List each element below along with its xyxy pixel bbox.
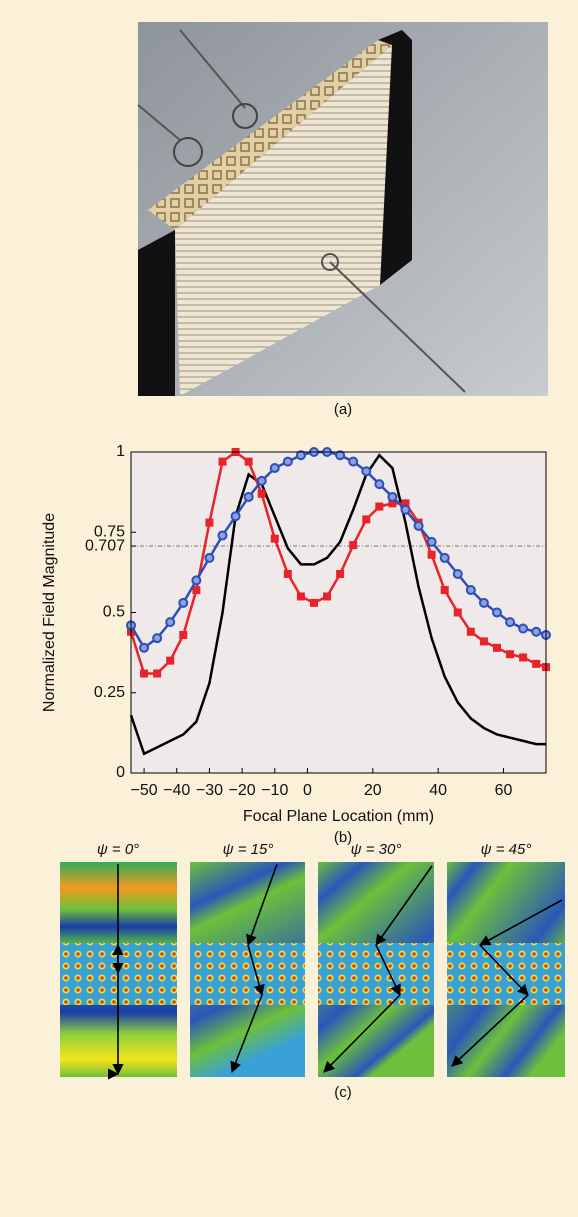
x-axis-label: Focal Plane Location (mm): [243, 808, 434, 825]
panel-label: (c): [334, 1084, 352, 1101]
y-tick-label: 0.5: [103, 604, 125, 621]
marker: [505, 617, 516, 628]
y-axis-label: Normalized Field Magnitude: [41, 513, 58, 712]
marker: [440, 586, 449, 595]
x-tick-label: −30: [196, 782, 223, 799]
marker: [491, 607, 502, 618]
series-line: [129, 453, 546, 756]
marker: [217, 530, 228, 541]
marker: [478, 597, 489, 608]
marker: [269, 463, 280, 474]
marker: [348, 456, 359, 467]
marker: [166, 656, 175, 665]
marker: [519, 653, 528, 662]
marker: [532, 659, 541, 668]
field-title: ψ = 15°: [223, 841, 274, 858]
marker: [230, 511, 241, 522]
field-title: ψ = 30°: [351, 841, 402, 858]
marker: [178, 597, 189, 608]
field-title: ψ = 45°: [481, 841, 532, 858]
marker: [179, 630, 188, 639]
marker: [506, 650, 515, 659]
x-tick-label: 20: [364, 782, 382, 799]
marker: [518, 623, 529, 634]
marker: [374, 479, 385, 490]
marker: [295, 450, 306, 461]
marker: [361, 466, 372, 477]
field-maps: ψ = 0° ψ = 15° ψ = 30° ψ = 45°: [60, 841, 565, 1077]
marker: [452, 568, 463, 579]
x-tick-label: 0: [303, 782, 312, 799]
marker: [296, 592, 305, 601]
marker: [400, 504, 411, 515]
marker: [152, 633, 163, 644]
y-tick-label: 0.75: [94, 523, 125, 540]
marker: [492, 643, 501, 652]
marker: [349, 541, 358, 550]
panel-label: (a): [334, 401, 352, 418]
marker: [427, 550, 436, 559]
x-tick-label: −20: [229, 782, 256, 799]
marker: [191, 575, 202, 586]
x-tick-label: −50: [131, 782, 158, 799]
marker: [139, 642, 150, 653]
marker: [362, 515, 371, 524]
marker: [531, 626, 542, 637]
marker: [439, 552, 450, 563]
marker: [309, 598, 318, 607]
marker: [218, 457, 227, 466]
panel-label: (b): [334, 829, 352, 846]
field-title: ψ = 0°: [97, 841, 139, 858]
x-tick-label: 40: [429, 782, 447, 799]
y-tick-label: 1: [116, 443, 125, 460]
plot-area: [131, 452, 546, 773]
marker: [256, 475, 267, 486]
marker: [282, 456, 293, 467]
marker: [323, 592, 332, 601]
marker: [426, 536, 437, 547]
x-tick-label: −40: [163, 782, 190, 799]
marker: [270, 534, 279, 543]
y-tick-label: 0.707: [85, 537, 125, 554]
marker: [479, 637, 488, 646]
y-tick-label: 0: [116, 764, 125, 781]
marker: [387, 491, 398, 502]
marker: [413, 520, 424, 531]
marker: [205, 518, 214, 527]
marker: [140, 669, 149, 678]
marker: [375, 502, 384, 511]
marker: [335, 450, 346, 461]
marker: [466, 627, 475, 636]
marker: [453, 608, 462, 617]
y-tick-label: 0.25: [94, 684, 125, 701]
photo: [137, 22, 548, 396]
x-tick-label: −10: [261, 782, 288, 799]
x-tick-label: 60: [495, 782, 513, 799]
marker: [465, 585, 476, 596]
marker: [153, 669, 162, 678]
plot-frame: [130, 451, 547, 774]
marker: [165, 617, 176, 628]
marker: [336, 569, 345, 578]
marker: [257, 489, 266, 498]
marker: [283, 569, 292, 578]
marker: [244, 457, 253, 466]
marker: [243, 491, 254, 502]
marker: [204, 552, 215, 563]
marker: [192, 586, 201, 595]
